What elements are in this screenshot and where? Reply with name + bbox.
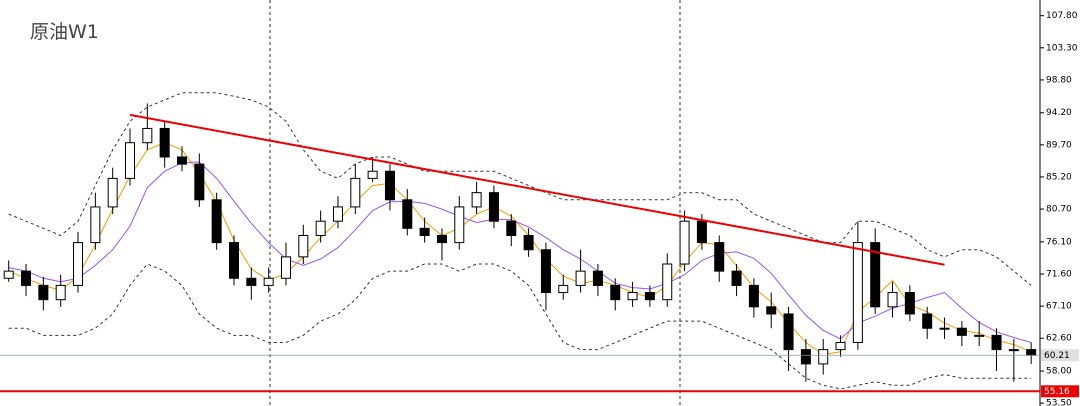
y-tick-label: 58.00 <box>1046 367 1072 377</box>
candle-body <box>471 192 482 208</box>
y-tick-label: 76.10 <box>1046 237 1072 247</box>
support-label: 55.16 <box>1044 387 1070 397</box>
candle-body <box>3 270 14 279</box>
current-price-label: 60.21 <box>1044 351 1070 361</box>
candle-body <box>679 220 690 265</box>
candle-body <box>384 170 395 201</box>
candle-body <box>887 292 898 308</box>
candle-body <box>696 220 707 244</box>
y-tick-label: 85.20 <box>1046 172 1072 182</box>
y-tick-label: 71.60 <box>1046 269 1072 279</box>
candle-body <box>1026 349 1037 356</box>
candle-body <box>523 234 534 251</box>
candle-body <box>90 206 101 244</box>
candle-body <box>558 284 569 294</box>
candle-body <box>818 349 829 365</box>
candle-body <box>315 220 326 236</box>
y-tick-label: 94.20 <box>1046 108 1072 118</box>
candle-body <box>107 177 118 208</box>
y-tick-label: 89.70 <box>1046 140 1072 150</box>
candle-body <box>419 227 430 236</box>
band-line <box>8 92 1032 286</box>
candle-body <box>922 313 933 329</box>
candle-body <box>904 292 915 315</box>
y-tick-label: 80.70 <box>1046 205 1072 215</box>
candle-body <box>939 327 950 330</box>
candle-body <box>73 242 84 286</box>
candle-body <box>228 242 239 279</box>
candle-body <box>402 199 413 229</box>
support-box <box>1041 385 1079 398</box>
candle-body <box>142 127 153 144</box>
candle-body <box>55 284 66 301</box>
chart-title: 原油W1 <box>30 21 99 43</box>
candle-body <box>835 341 846 351</box>
y-tick-label: 67.10 <box>1046 302 1072 312</box>
current-price-box <box>1041 349 1079 362</box>
candle-body <box>211 199 222 244</box>
trend-line <box>129 113 945 266</box>
candle-body <box>21 270 32 286</box>
candle-body <box>1008 349 1019 352</box>
candle-body <box>783 313 794 351</box>
candle-body <box>38 284 49 301</box>
candle-body <box>956 327 967 336</box>
candle-body <box>974 334 985 337</box>
candle-body <box>194 163 205 201</box>
candle-body <box>610 284 621 301</box>
candle-body <box>748 284 759 308</box>
candle-body <box>766 306 777 315</box>
candle-body <box>991 334 1002 351</box>
candle-body <box>506 220 517 236</box>
candle-body <box>332 206 343 222</box>
y-tick-label: 98.80 <box>1046 75 1072 85</box>
candle-body <box>367 170 378 179</box>
candle-body <box>662 263 673 301</box>
candle-body <box>350 177 361 208</box>
y-tick-label: 62.60 <box>1046 334 1072 344</box>
candle-body <box>644 292 655 301</box>
candle-body <box>280 256 291 279</box>
candle-body <box>852 242 863 343</box>
band-line <box>8 263 1032 390</box>
candle-body <box>592 270 603 286</box>
y-tick-label: 53.50 <box>1046 399 1072 406</box>
candle-body <box>800 349 811 365</box>
y-tick-label: 103.30 <box>1046 43 1078 53</box>
candle-body <box>159 127 170 158</box>
candle-body <box>298 234 309 258</box>
candle-body <box>627 292 638 301</box>
candle-body <box>246 277 257 286</box>
candle-body <box>714 242 725 272</box>
candle-body <box>125 142 136 179</box>
candle-body <box>575 270 586 286</box>
candle-body <box>540 249 551 294</box>
candle-body <box>436 234 447 244</box>
candle-body <box>454 206 465 244</box>
candle-body <box>263 277 274 286</box>
y-tick-label: 107.80 <box>1046 11 1078 21</box>
candle-body <box>488 192 499 222</box>
candle-body <box>177 156 187 165</box>
candle-body <box>870 242 881 308</box>
candle-body <box>731 270 742 286</box>
